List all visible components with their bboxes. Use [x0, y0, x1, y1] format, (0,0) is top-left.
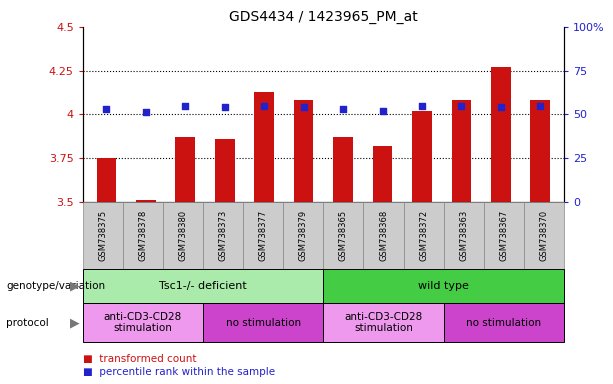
- Text: GSM738365: GSM738365: [339, 210, 348, 261]
- Point: [417, 103, 427, 109]
- Point: [378, 108, 387, 114]
- Text: no stimulation: no stimulation: [226, 318, 301, 328]
- Point: [338, 106, 348, 112]
- Bar: [530, 100, 550, 202]
- Text: protocol: protocol: [6, 318, 49, 328]
- Text: wild type: wild type: [418, 281, 469, 291]
- Bar: [175, 137, 195, 202]
- Text: GSM738363: GSM738363: [459, 210, 468, 261]
- Point: [220, 104, 230, 110]
- Point: [299, 104, 308, 110]
- Bar: [215, 139, 235, 202]
- Bar: [452, 100, 471, 202]
- Bar: [373, 146, 392, 202]
- Point: [102, 106, 112, 112]
- Text: GSM738367: GSM738367: [500, 210, 508, 261]
- Text: ■  percentile rank within the sample: ■ percentile rank within the sample: [83, 367, 275, 377]
- Point: [259, 103, 269, 109]
- Text: no stimulation: no stimulation: [466, 318, 541, 328]
- Point: [535, 103, 545, 109]
- Text: Tsc1-/- deficient: Tsc1-/- deficient: [159, 281, 247, 291]
- Bar: [491, 67, 511, 202]
- Text: GSM738380: GSM738380: [178, 210, 188, 261]
- Title: GDS4434 / 1423965_PM_at: GDS4434 / 1423965_PM_at: [229, 10, 417, 25]
- Bar: [254, 91, 274, 202]
- Text: genotype/variation: genotype/variation: [6, 281, 105, 291]
- Bar: [136, 200, 156, 202]
- Text: anti-CD3-CD28
stimulation: anti-CD3-CD28 stimulation: [345, 312, 422, 333]
- Text: GSM738370: GSM738370: [539, 210, 549, 261]
- Bar: [412, 111, 432, 202]
- Text: GSM738378: GSM738378: [139, 210, 147, 261]
- Point: [457, 103, 466, 109]
- Bar: [333, 137, 353, 202]
- Point: [180, 103, 190, 109]
- Text: GSM738372: GSM738372: [419, 210, 428, 261]
- Bar: [294, 100, 313, 202]
- Text: ▶: ▶: [70, 316, 80, 329]
- Text: anti-CD3-CD28
stimulation: anti-CD3-CD28 stimulation: [104, 312, 182, 333]
- Text: GSM738377: GSM738377: [259, 210, 268, 261]
- Point: [496, 104, 506, 110]
- Text: GSM738379: GSM738379: [299, 210, 308, 261]
- Bar: [97, 158, 116, 202]
- Text: GSM738375: GSM738375: [98, 210, 107, 261]
- Point: [141, 109, 151, 116]
- Text: ▶: ▶: [70, 280, 80, 293]
- Text: ■  transformed count: ■ transformed count: [83, 354, 196, 364]
- Text: GSM738368: GSM738368: [379, 210, 388, 261]
- Text: GSM738373: GSM738373: [219, 210, 227, 261]
